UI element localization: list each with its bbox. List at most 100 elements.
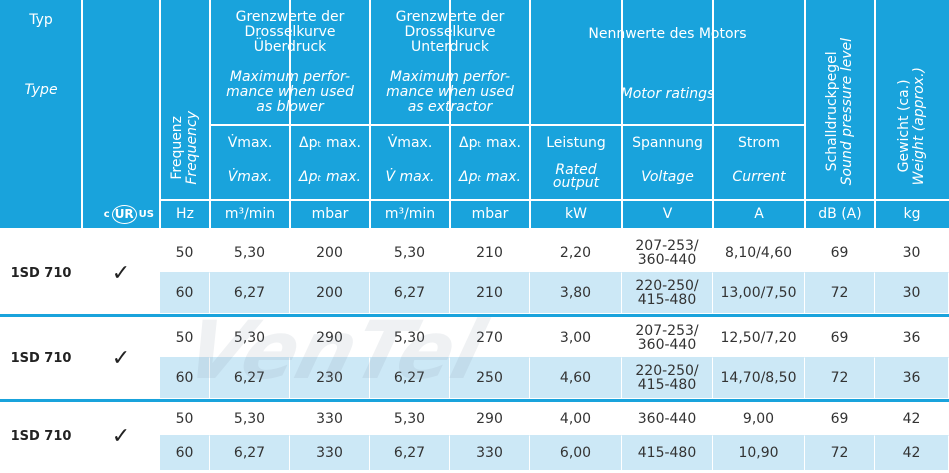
- frequency-de: Frequenz: [169, 116, 185, 181]
- blower-en: Maximum perfor- mance when used as blowe…: [226, 68, 354, 115]
- cell: 220-250/ 415-480: [622, 273, 713, 313]
- cell: 3,80: [530, 273, 622, 313]
- check-mark: ✓: [111, 260, 131, 286]
- cell: 210: [450, 233, 530, 273]
- cell: 42: [875, 436, 949, 470]
- cell: 50: [160, 318, 210, 358]
- frequency-text: Frequenz Frequency: [169, 111, 200, 185]
- cell: 36: [875, 358, 949, 398]
- ul-symbol: UR: [111, 205, 137, 224]
- unit: m³/min: [384, 206, 436, 222]
- cell: 30: [875, 233, 949, 273]
- cell: 2,20: [530, 233, 622, 273]
- type-en: Type: [24, 81, 58, 98]
- type-name: 1SD 710: [10, 350, 72, 366]
- cell: 9,00: [713, 402, 805, 436]
- cell: 50: [160, 402, 210, 436]
- cell: 60: [160, 358, 210, 398]
- frequency-en: Frequency: [184, 111, 200, 185]
- extractor-de: Grenzwerte der Drosselkurve Unterdruck: [395, 8, 505, 55]
- unit: mbar: [311, 206, 349, 222]
- cell: 60: [160, 273, 210, 313]
- unit: m³/min: [224, 206, 276, 222]
- header-separator: [449, 0, 451, 228]
- cell: 4,60: [530, 358, 622, 398]
- sub-de: V̇max.: [227, 134, 273, 151]
- cell: 5,30: [370, 402, 450, 436]
- check-mark: ✓: [111, 423, 131, 449]
- cell: 5,30: [370, 318, 450, 358]
- cell: 8,10/4,60: [713, 233, 805, 273]
- weight-en: Weight (approx.): [911, 66, 927, 185]
- cell: 36: [875, 318, 949, 358]
- sub-de: Δpₜ max.: [299, 134, 361, 151]
- cell: 220-250/ 415-480: [622, 358, 713, 398]
- ul-right: US: [138, 209, 154, 220]
- cell: 290: [450, 402, 530, 436]
- unit: mbar: [471, 206, 509, 222]
- cell: 6,27: [210, 273, 290, 313]
- sub-en: Rated output: [552, 162, 600, 191]
- sound: Schalldruckpegel Sound pressure level: [805, 0, 875, 199]
- weight-de: Gewicht (ca.): [896, 79, 912, 173]
- cell: 415-480: [622, 436, 713, 470]
- cell: 13,00/7,50: [713, 273, 805, 313]
- header-separator: [712, 0, 714, 228]
- header-separator: [209, 0, 211, 228]
- header-separator: [804, 0, 806, 228]
- cell: 270: [450, 318, 530, 358]
- header-separator: [159, 0, 161, 228]
- header-separator: [529, 0, 531, 228]
- cell: 6,27: [370, 273, 450, 313]
- cell: 6,00: [530, 436, 622, 470]
- unit: kW: [565, 206, 587, 222]
- unit: Hz: [176, 206, 194, 222]
- type-name: 1SD 710: [10, 428, 72, 444]
- check-mark: ✓: [111, 345, 131, 371]
- type-de: Typ: [29, 11, 53, 28]
- header-separator: [160, 199, 949, 201]
- cell: 6,27: [370, 436, 450, 470]
- header-separator: [874, 0, 876, 228]
- cell: 14,70/8,50: [713, 358, 805, 398]
- unit: kg: [903, 206, 921, 222]
- ul-mark: c UR US: [84, 201, 158, 228]
- header-separator: [369, 0, 371, 228]
- sub-de: V̇max.: [387, 134, 433, 151]
- group-separator: [0, 314, 949, 317]
- cell: 69: [805, 318, 875, 358]
- ul-left: c: [103, 209, 110, 220]
- extractor-en: Maximum perfor- mance when used as extra…: [386, 68, 514, 115]
- cell: 330: [290, 436, 370, 470]
- cell: 4,00: [530, 402, 622, 436]
- cell: 72: [805, 273, 875, 313]
- cell: 5,30: [210, 402, 290, 436]
- cell: 207-253/ 360-440: [622, 233, 713, 273]
- sub-de: Δpₜ max.: [459, 134, 521, 151]
- type-name: 1SD 710: [10, 265, 72, 281]
- sound-de: Schalldruckpegel: [824, 51, 840, 172]
- motor-en: Motor ratings: [620, 85, 715, 102]
- cell: 69: [805, 402, 875, 436]
- cell: 5,30: [370, 233, 450, 273]
- header-separator: [210, 124, 805, 126]
- cell: 12,50/7,20: [713, 318, 805, 358]
- weight-text: Gewicht (ca.) Weight (approx.): [896, 66, 927, 185]
- cell: 360-440: [622, 402, 713, 436]
- blower-de: Grenzwerte der Drosselkurve Überdruck: [235, 8, 345, 55]
- cell: 72: [805, 358, 875, 398]
- cell: 6,27: [210, 436, 290, 470]
- sub-en: V̇ max.: [385, 168, 435, 185]
- frequency: Frequenz Frequency: [160, 0, 210, 199]
- cell: 200: [290, 273, 370, 313]
- sub-de: Spannung: [632, 134, 703, 151]
- header-separator: [621, 0, 623, 228]
- cell: 6,27: [370, 358, 450, 398]
- sound-text: Schalldruckpegel Sound pressure level: [824, 38, 855, 185]
- cell: 3,00: [530, 318, 622, 358]
- cell: 250: [450, 358, 530, 398]
- cell: 210: [450, 273, 530, 313]
- weight: Gewicht (ca.) Weight (approx.): [875, 0, 949, 199]
- cell: 6,27: [210, 358, 290, 398]
